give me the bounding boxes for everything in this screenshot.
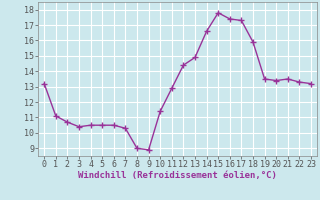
X-axis label: Windchill (Refroidissement éolien,°C): Windchill (Refroidissement éolien,°C) bbox=[78, 171, 277, 180]
